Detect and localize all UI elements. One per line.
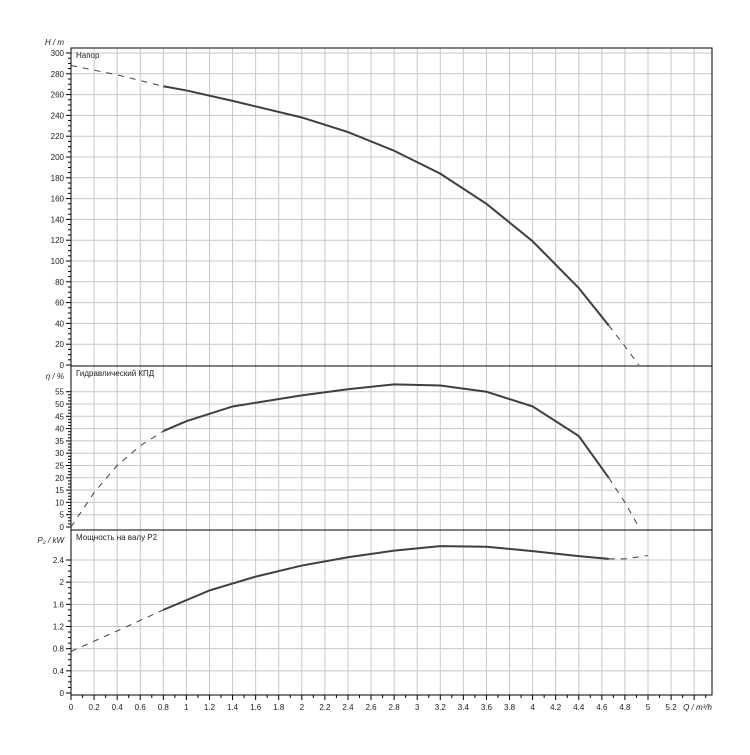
y-tick-label: 50 (55, 400, 64, 409)
y-tick-label: 200 (51, 153, 65, 162)
panel-frame (70, 529, 713, 696)
panel-title: Гидравлический КПД (76, 369, 155, 378)
x-tick-label: 2 (300, 703, 305, 712)
x-axis-label: Q / m³/h (683, 703, 712, 712)
x-tick-label: 4.8 (619, 703, 631, 712)
x-tick-label: 3 (415, 703, 420, 712)
y-tick-label: 280 (51, 70, 65, 79)
curve-operating-range (162, 545, 609, 611)
y-tick-label: 100 (51, 257, 65, 266)
y-axis-label: η / % (46, 372, 64, 381)
y-tick-label: 15 (55, 486, 64, 495)
x-tick-label: 2.2 (319, 703, 331, 712)
curve-extrapolated-end (608, 555, 649, 560)
x-tick-label: 3.6 (481, 703, 493, 712)
x-tick-label: 2.8 (389, 703, 401, 712)
y-tick-label: 20 (55, 474, 64, 483)
curve-extrapolated-start (70, 430, 164, 528)
x-tick-label: 3.4 (458, 703, 470, 712)
y-tick-label: 40 (55, 425, 64, 434)
y-tick-label: 120 (51, 236, 65, 245)
y-tick-label: 1.2 (53, 623, 65, 632)
x-tick-label: 1.4 (227, 703, 239, 712)
y-tick-label: 30 (55, 449, 64, 458)
x-tick-label: 3.2 (435, 703, 447, 712)
x-axis: 0 0.2 0.4 0.6 0.8 1 1.2 1.4 1.6 1.8 2 2.2 2.4 2.6 2.8 3… (69, 695, 713, 712)
x-tick-label: 1.8 (273, 703, 285, 712)
curve-extrapolated-end (608, 325, 640, 366)
y-tick-label: 25 (55, 462, 64, 471)
x-tick-label: 1.2 (204, 703, 216, 712)
y-tick-label: 220 (51, 132, 65, 141)
y-tick-label: 5 (60, 511, 65, 520)
x-tick-label: 1 (184, 703, 189, 712)
y-tick-label: 55 (55, 388, 64, 397)
x-tick-label: 0.4 (112, 703, 124, 712)
y-axis-label: P₂ / kW (37, 536, 65, 545)
panel-1: 0 5 10 15 20 25 30 35 40 45 50 55 η / % Гидравлически… (46, 365, 713, 532)
y-tick-label: 0.8 (53, 645, 65, 654)
panel-2: 0 0.4 0.8 1.2 1.6 2 2.4 P₂ / kW Мощность на валу… (37, 529, 713, 698)
y-tick-label: 60 (55, 299, 64, 308)
x-tick-label: 1.6 (250, 703, 262, 712)
y-tick-label: 2 (60, 578, 65, 587)
x-tick-label: 0 (69, 703, 74, 712)
y-tick-label: 45 (55, 412, 64, 421)
panel-title: Напор (76, 51, 100, 60)
y-tick-label: 40 (55, 319, 64, 328)
y-tick-label: 35 (55, 437, 64, 446)
panel-frame (70, 47, 713, 367)
x-tick-label: 5 (646, 703, 651, 712)
y-tick-label: 0 (60, 361, 65, 370)
y-tick-label: 240 (51, 111, 65, 120)
x-tick-label: 5.2 (666, 703, 678, 712)
y-axis-label: H / m (45, 38, 64, 47)
panel-frame (70, 365, 713, 531)
y-tick-label: 180 (51, 174, 65, 183)
panel-title: Мощность на валу P2 (76, 533, 158, 542)
x-tick-label: 2.4 (342, 703, 354, 712)
x-tick-label: 2.6 (365, 703, 377, 712)
curve-operating-range (163, 85, 610, 327)
y-tick-label: 0.4 (53, 667, 65, 676)
y-tick-label: 1.6 (53, 600, 65, 609)
curve-operating-range (162, 383, 610, 479)
y-tick-label: 260 (51, 91, 65, 100)
panel-0: 0 20 40 60 80 100 120 140 160 180 200 220 240 260 280 3… (45, 38, 713, 370)
y-tick-label: 0 (60, 523, 65, 532)
y-tick-label: 10 (55, 498, 64, 507)
x-tick-label: 0.6 (135, 703, 147, 712)
y-tick-label: 80 (55, 278, 64, 287)
x-tick-label: 0.2 (89, 703, 101, 712)
x-tick-label: 4.4 (573, 703, 585, 712)
x-tick-label: 4.2 (550, 703, 562, 712)
x-tick-label: 4 (530, 703, 535, 712)
x-tick-label: 3.8 (504, 703, 516, 712)
x-tick-label: 0.8 (158, 703, 170, 712)
y-tick-label: 0 (60, 689, 65, 698)
curve-extrapolated-end (608, 477, 640, 528)
y-tick-label: 300 (51, 49, 65, 58)
y-tick-label: 20 (55, 340, 64, 349)
x-tick-label: 4.6 (596, 703, 608, 712)
curve-extrapolated-start (70, 64, 164, 87)
curve-extrapolated-start (70, 609, 164, 652)
y-tick-label: 160 (51, 195, 65, 204)
y-tick-label: 2.4 (53, 556, 65, 565)
y-tick-label: 140 (51, 215, 65, 224)
